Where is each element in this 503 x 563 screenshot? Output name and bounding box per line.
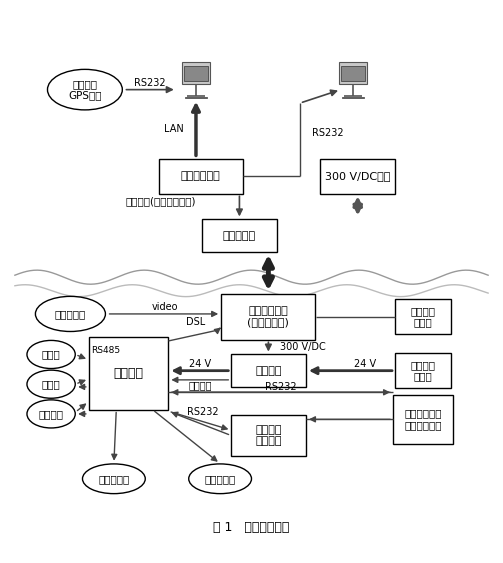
Text: 水下摄像机: 水下摄像机 <box>55 309 86 319</box>
Ellipse shape <box>189 464 252 494</box>
FancyBboxPatch shape <box>393 395 453 444</box>
Text: RS232: RS232 <box>134 78 166 88</box>
FancyBboxPatch shape <box>339 62 367 84</box>
Text: RS232: RS232 <box>312 128 344 138</box>
Text: 换能器驱动及
波束采集系统: 换能器驱动及 波束采集系统 <box>404 409 442 430</box>
Text: 水下系统
电池组: 水下系统 电池组 <box>410 360 436 382</box>
FancyBboxPatch shape <box>342 97 364 99</box>
FancyBboxPatch shape <box>182 62 210 84</box>
Text: 水下功率
电池组: 水下功率 电池组 <box>410 306 436 328</box>
Text: 压力传感器: 压力传感器 <box>205 474 236 484</box>
Text: 图 1   系统结构框图: 图 1 系统结构框图 <box>213 521 290 534</box>
Text: 电源管理: 电源管理 <box>255 366 282 376</box>
Ellipse shape <box>27 370 75 398</box>
FancyBboxPatch shape <box>341 66 365 81</box>
FancyBboxPatch shape <box>89 337 168 410</box>
Text: 24 V: 24 V <box>189 359 211 369</box>
FancyBboxPatch shape <box>202 220 277 252</box>
FancyBboxPatch shape <box>158 159 243 194</box>
Text: RS485: RS485 <box>91 346 120 355</box>
Text: 电力载波模块
(同轴缆通信): 电力载波模块 (同轴缆通信) <box>247 306 289 328</box>
Text: 测控系统: 测控系统 <box>113 367 143 380</box>
Text: 电机驱动: 电机驱动 <box>39 409 63 419</box>
Text: 位移传感器: 位移传感器 <box>98 474 129 484</box>
Text: video: video <box>151 302 178 312</box>
Text: 300 V/DC: 300 V/DC <box>281 342 326 352</box>
Text: DSL: DSL <box>186 317 206 327</box>
Text: 24 V: 24 V <box>354 359 376 369</box>
Text: 万米通信缆: 万米通信缆 <box>223 231 256 240</box>
Ellipse shape <box>27 400 75 428</box>
Text: RS232: RS232 <box>188 407 219 417</box>
Ellipse shape <box>47 69 122 110</box>
FancyBboxPatch shape <box>395 353 451 388</box>
Text: 高度计: 高度计 <box>42 350 60 359</box>
FancyBboxPatch shape <box>185 97 207 99</box>
Text: 通信电缆(同轴缆、光缆): 通信电缆(同轴缆、光缆) <box>126 196 197 206</box>
Ellipse shape <box>27 341 75 369</box>
Text: 数据采集
存储系统: 数据采集 存储系统 <box>255 425 282 446</box>
FancyBboxPatch shape <box>395 299 451 334</box>
Text: 300 V/DC电源: 300 V/DC电源 <box>325 171 390 181</box>
Ellipse shape <box>35 296 106 332</box>
Text: 多波束，
GPS数据: 多波束， GPS数据 <box>68 79 102 100</box>
Text: RS232: RS232 <box>265 382 296 392</box>
FancyBboxPatch shape <box>320 159 395 194</box>
FancyBboxPatch shape <box>184 66 208 81</box>
FancyBboxPatch shape <box>231 355 306 387</box>
Text: 水下灯: 水下灯 <box>42 379 60 389</box>
Ellipse shape <box>82 464 145 494</box>
Text: LAN: LAN <box>164 123 184 133</box>
Text: 甲板通信终端: 甲板通信终端 <box>181 171 221 181</box>
FancyBboxPatch shape <box>221 294 315 339</box>
FancyBboxPatch shape <box>231 415 306 456</box>
Text: 电压检测: 电压检测 <box>188 380 212 390</box>
